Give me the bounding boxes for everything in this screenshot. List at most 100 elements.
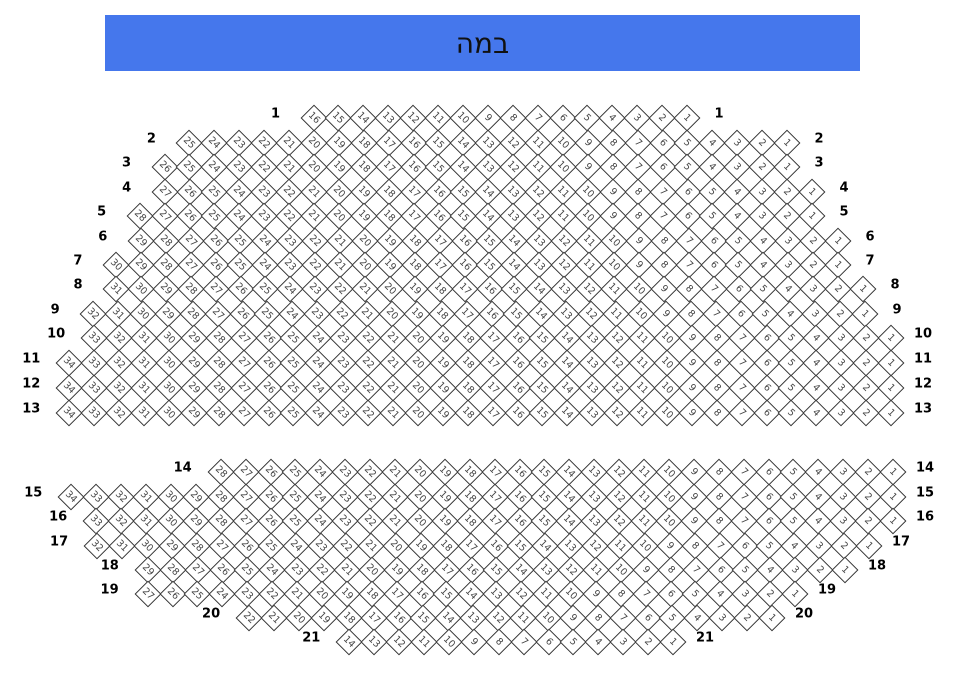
seat[interactable]: 21 xyxy=(379,374,407,402)
seat[interactable]: 26 xyxy=(159,580,186,608)
seat[interactable]: 25 xyxy=(251,275,279,303)
seat[interactable]: 20 xyxy=(382,532,410,560)
seat[interactable]: 4 xyxy=(774,275,802,303)
seat[interactable]: 2 xyxy=(773,202,801,230)
seat[interactable]: 27 xyxy=(230,349,258,377)
seat[interactable]: 22 xyxy=(275,178,303,206)
seat[interactable]: 2 xyxy=(756,580,784,608)
seat[interactable]: 11 xyxy=(410,628,438,656)
seat[interactable]: 11 xyxy=(524,153,552,181)
seat[interactable]: 2 xyxy=(852,324,880,352)
seat[interactable]: 34 xyxy=(57,483,85,511)
seat[interactable]: 30 xyxy=(155,324,183,352)
seat[interactable]: 14 xyxy=(335,628,363,656)
seat[interactable]: 31 xyxy=(130,324,158,352)
seat[interactable]: 33 xyxy=(80,324,108,352)
seat[interactable]: 25 xyxy=(175,129,203,157)
seat[interactable]: 32 xyxy=(79,300,107,328)
seat[interactable]: 22 xyxy=(258,580,286,608)
seat[interactable]: 30 xyxy=(127,275,155,303)
seat[interactable]: 22 xyxy=(301,251,329,279)
seat[interactable]: 8 xyxy=(705,507,733,535)
seat[interactable]: 3 xyxy=(609,628,637,656)
seat[interactable]: 21 xyxy=(300,178,328,206)
seat[interactable]: 15 xyxy=(530,507,558,535)
seat[interactable]: 4 xyxy=(804,507,832,535)
seat[interactable]: 32 xyxy=(107,483,135,511)
seat[interactable]: 22 xyxy=(235,604,263,632)
seat[interactable]: 23 xyxy=(331,483,359,511)
seat[interactable]: 14 xyxy=(553,374,581,402)
seat[interactable]: 12 xyxy=(575,275,603,303)
seat[interactable]: 19 xyxy=(333,580,361,608)
seat[interactable]: 28 xyxy=(207,458,235,486)
seat[interactable]: 7 xyxy=(728,399,756,427)
seat[interactable]: 2 xyxy=(852,374,880,402)
seat[interactable]: 17 xyxy=(451,275,479,303)
seat[interactable]: 15 xyxy=(500,275,528,303)
seat[interactable]: 7 xyxy=(728,324,756,352)
seat[interactable]: 14 xyxy=(553,399,581,427)
seat[interactable]: 26 xyxy=(255,324,282,352)
seat[interactable]: 2 xyxy=(748,153,776,181)
seat[interactable]: 4 xyxy=(584,628,612,656)
seat[interactable]: 22 xyxy=(354,399,382,427)
seat[interactable]: 14 xyxy=(553,324,581,352)
seat[interactable]: 7 xyxy=(728,374,756,402)
seat[interactable]: 1 xyxy=(877,324,905,352)
seat[interactable]: 17 xyxy=(453,300,481,328)
seat[interactable]: 6 xyxy=(753,399,780,427)
seat[interactable]: 2 xyxy=(648,104,676,132)
seat[interactable]: 11 xyxy=(549,202,577,230)
seat[interactable]: 19 xyxy=(429,399,457,427)
seat[interactable]: 23 xyxy=(276,251,304,279)
seat[interactable]: 4 xyxy=(698,129,726,157)
seat[interactable]: 28 xyxy=(207,507,235,535)
seat[interactable]: 24 xyxy=(200,129,228,157)
seat[interactable]: 27 xyxy=(208,532,236,560)
seat[interactable]: 11 xyxy=(424,104,452,132)
seat[interactable]: 3 xyxy=(623,104,651,132)
seat[interactable]: 7 xyxy=(682,556,710,584)
seat[interactable]: 17 xyxy=(479,324,507,352)
seat[interactable]: 23 xyxy=(329,399,357,427)
seat[interactable]: 18 xyxy=(428,300,456,328)
seat[interactable]: 9 xyxy=(680,507,708,535)
seat[interactable]: 10 xyxy=(557,580,585,608)
seat[interactable]: 19 xyxy=(310,604,338,632)
seat[interactable]: 3 xyxy=(827,349,855,377)
seat[interactable]: 9 xyxy=(460,628,488,656)
seat[interactable]: 5 xyxy=(724,227,752,255)
seat[interactable]: 3 xyxy=(708,604,736,632)
seat[interactable]: 3 xyxy=(723,153,751,181)
seat[interactable]: 24 xyxy=(306,483,334,511)
seat[interactable]: 18 xyxy=(456,507,484,535)
seat[interactable]: 17 xyxy=(383,580,411,608)
seat[interactable]: 1 xyxy=(798,178,826,206)
seat[interactable]: 32 xyxy=(105,399,133,427)
seat[interactable]: 4 xyxy=(804,483,832,511)
seat[interactable]: 28 xyxy=(205,374,233,402)
seat[interactable]: 11 xyxy=(582,556,610,584)
seat[interactable]: 32 xyxy=(83,532,111,560)
seat[interactable]: 7 xyxy=(649,202,677,230)
seat[interactable]: 20 xyxy=(406,483,434,511)
seat[interactable]: 21 xyxy=(357,532,385,560)
seat[interactable]: 17 xyxy=(400,202,428,230)
seat[interactable]: 11 xyxy=(602,300,630,328)
seat[interactable]: 20 xyxy=(308,580,336,608)
seat[interactable]: 20 xyxy=(376,275,404,303)
seat[interactable]: 26 xyxy=(255,374,282,402)
seat[interactable]: 17 xyxy=(375,153,403,181)
seat[interactable]: 13 xyxy=(360,628,388,656)
seat[interactable]: 18 xyxy=(350,153,378,181)
seat[interactable]: 13 xyxy=(580,458,608,486)
seat[interactable]: 15 xyxy=(530,483,558,511)
seat[interactable]: 23 xyxy=(329,349,357,377)
seat[interactable]: 9 xyxy=(678,374,706,402)
seat[interactable]: 3 xyxy=(827,324,855,352)
seat[interactable]: 20 xyxy=(325,202,353,230)
seat[interactable]: 27 xyxy=(204,300,232,328)
seat[interactable]: 12 xyxy=(524,178,552,206)
seat[interactable]: 25 xyxy=(281,458,309,486)
